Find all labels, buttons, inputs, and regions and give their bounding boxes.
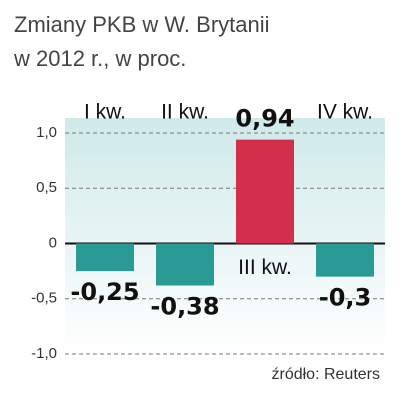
x-tick-label: II kw. — [161, 101, 209, 124]
value-label: -0,38 — [150, 292, 219, 320]
plot-background — [65, 118, 385, 354]
y-tick-label: -1,0 — [31, 345, 57, 362]
bar — [236, 139, 294, 244]
value-label: 0,94 — [235, 105, 294, 133]
bar — [156, 243, 214, 286]
x-tick-label: I kw. — [84, 101, 126, 124]
y-tick-label: 0,5 — [36, 179, 57, 196]
value-label: -0,25 — [70, 278, 139, 306]
y-tick-label: -0,5 — [31, 290, 57, 307]
chart-subtitle: w 2012 r., w proc. — [13, 46, 186, 71]
value-label: -0,3 — [319, 284, 371, 312]
chart-title: Zmiany PKB w W. Brytanii — [14, 12, 270, 37]
source: źródło: Reuters — [272, 366, 381, 383]
y-tick-label: 0 — [49, 234, 57, 251]
y-tick-label: 1,0 — [36, 124, 57, 141]
x-tick-label: III kw. — [238, 256, 292, 279]
bar — [76, 243, 134, 272]
x-tick-label: IV kw. — [317, 101, 373, 124]
bar — [316, 243, 374, 277]
